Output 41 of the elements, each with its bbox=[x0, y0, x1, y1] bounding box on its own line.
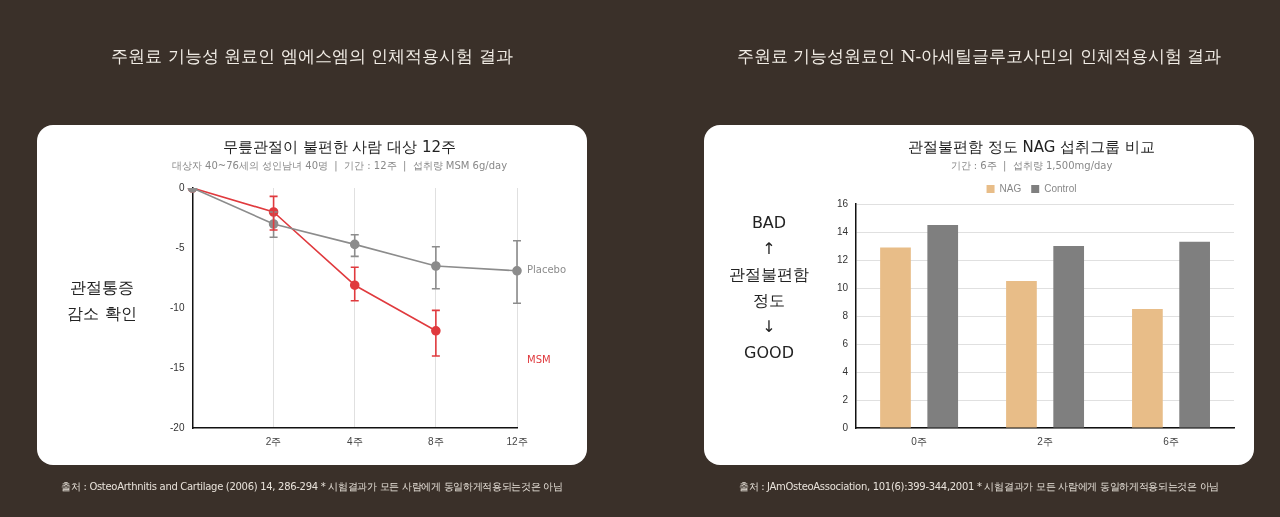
y-tick-label: -15 bbox=[170, 361, 185, 373]
text: 주원료 기능성 원료인 엠에스엠의 인체적용시험 결과 bbox=[110, 45, 514, 68]
y-tick-label: 0 bbox=[842, 421, 849, 433]
x-tick-label: 0주 bbox=[911, 435, 927, 447]
y-tick-label: -10 bbox=[170, 301, 185, 313]
x-tick-label: 12주 bbox=[506, 435, 528, 447]
bar bbox=[927, 225, 959, 428]
x-tick-label: 6주 bbox=[1163, 435, 1179, 447]
y-tick-label: 0 bbox=[178, 181, 185, 193]
y-tick-label: 6 bbox=[842, 337, 849, 349]
bar bbox=[1053, 246, 1085, 428]
y-tick-label: 14 bbox=[837, 225, 849, 237]
source-note: 출처 : JAmOsteoAssociation, 101(6):399-344,2001 * 시험결과가 모든 사람에게 동일하게적용되는것은 아님 bbox=[737, 480, 1221, 494]
chart-title: 관절불편함 정도 NAG 섭취그룹 비교 bbox=[908, 137, 1155, 156]
y-tick-label: 2 bbox=[842, 393, 849, 405]
x-tick-label: 2주 bbox=[265, 435, 282, 447]
text: MSM bbox=[527, 354, 551, 366]
y-tick-label: 4 bbox=[842, 365, 849, 377]
y-tick-label: -20 bbox=[170, 421, 185, 433]
series-label: Placebo bbox=[527, 264, 567, 276]
source-note: 출처 : OsteoArthnitis and Cartilage (2006) 14, 286-294 * 시험결과가 모든 사람에게 동일하게적용되는것은 아님 bbox=[60, 480, 564, 494]
chart-title: 무릎관절이 불편한 사람 대상 12주 bbox=[222, 137, 457, 156]
bar bbox=[1132, 309, 1163, 428]
y-axis-title: 관절통증 감소 확인 bbox=[66, 277, 138, 325]
legend-label: NAG bbox=[999, 182, 1022, 194]
chart-subtitle: 기간 : 6주 | 섭취량 1,500mg/day bbox=[950, 159, 1113, 172]
text: 주원료 기능성원료인 N-아세틸글루코사민의 인체적용시험 결과 bbox=[735, 45, 1223, 68]
y-axis-title: BAD ↑ 관절불편함 정도 ↓ GOOD bbox=[728, 212, 810, 364]
y-tick-label: 8 bbox=[842, 309, 849, 321]
legend-label: Control bbox=[1044, 182, 1077, 194]
bar bbox=[880, 247, 911, 428]
x-tick-label: 4주 bbox=[346, 435, 363, 447]
bar bbox=[1179, 241, 1210, 428]
chart-subtitle: 대상자 40~76세의 성인남녀 40명 | 기간 : 12주 | 섭취량 MSM 6g/day bbox=[171, 159, 508, 172]
x-tick-label: 8주 bbox=[428, 435, 444, 447]
y-tick-label: -5 bbox=[175, 241, 185, 253]
bar bbox=[1006, 281, 1037, 428]
x-tick-label: 2주 bbox=[1037, 435, 1053, 447]
y-tick-label: 10 bbox=[837, 281, 849, 293]
y-tick-label: 16 bbox=[837, 197, 849, 209]
y-tick-label: 12 bbox=[837, 253, 849, 265]
